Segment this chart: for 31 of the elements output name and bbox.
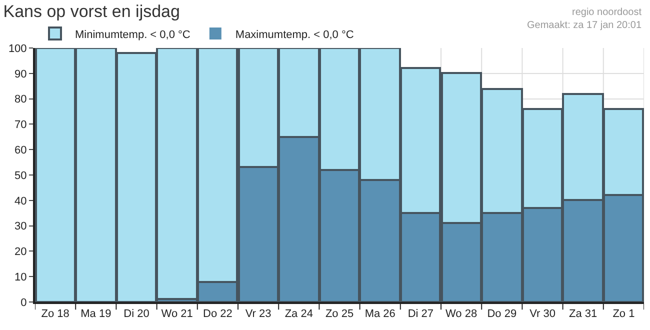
y-tick-label: 20	[14, 246, 27, 258]
x-tick-label: Zo 1	[612, 308, 635, 320]
x-tick-label: Wo 28	[446, 308, 478, 320]
y-tick-label: 90	[14, 68, 27, 80]
y-tick-label: 100	[8, 42, 27, 55]
legend-label: Minimumtemp. < 0,0 °C	[75, 28, 190, 41]
x-tick-label: Za 31	[569, 308, 598, 320]
y-tick-label: 50	[14, 170, 27, 182]
x-tick-label: Vr 30	[530, 308, 556, 320]
y-tick-label: 0	[20, 296, 27, 309]
x-tick-label: Zo 25	[325, 308, 354, 320]
x-tick-label: Di 27	[408, 308, 434, 320]
x-tick-label: Wo 21	[161, 308, 193, 320]
legend-label: Maximumtemp. < 0,0 °C	[235, 28, 354, 41]
x-tick-label: Ma 26	[364, 308, 396, 320]
text: regio noordoost	[572, 7, 642, 18]
y-tick-label: 40	[14, 195, 27, 208]
y-tick-label: 70	[14, 119, 27, 132]
y-tick-label: 30	[14, 220, 27, 233]
x-tick-label: Zo 18	[41, 308, 70, 320]
x-tick-label: Di 20	[124, 308, 150, 320]
x-tick-label: Ma 19	[80, 308, 112, 320]
chart-title: Kans op vorst en ijsdag	[3, 2, 180, 21]
x-tick-label: Do 22	[203, 308, 232, 320]
y-tick-label: 10	[14, 271, 27, 284]
y-tick-label: 60	[14, 144, 27, 156]
x-tick-label: Do 29	[487, 308, 517, 320]
x-tick-label: Vr 23	[245, 308, 272, 320]
text: Gemaakt: za 17 jan 20:01	[527, 20, 642, 31]
y-tick-label: 80	[14, 94, 27, 106]
x-tick-label: Za 24	[284, 308, 313, 320]
